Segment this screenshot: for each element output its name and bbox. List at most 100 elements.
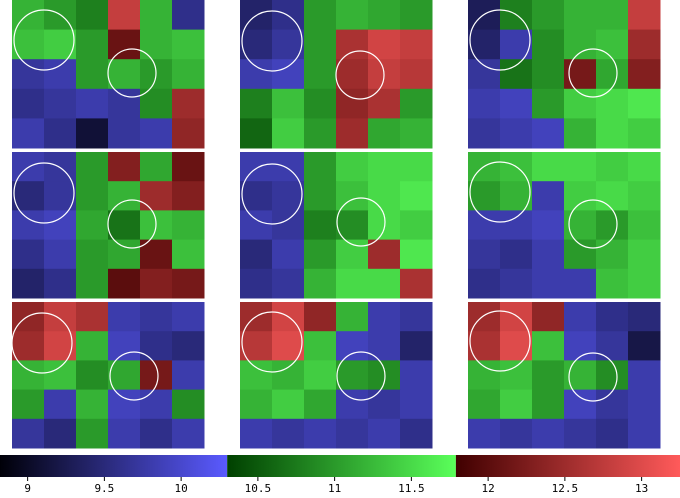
heatmap-cell — [304, 88, 337, 119]
heatmap-cell — [368, 418, 401, 449]
heatmap-cell — [76, 152, 109, 182]
heatmap-cell — [368, 152, 401, 182]
heatmap-cell — [468, 360, 501, 391]
heatmap-cell — [108, 210, 141, 241]
heatmap-cell — [44, 152, 77, 182]
heatmap-cell — [564, 418, 597, 449]
heatmap-cell — [368, 88, 401, 119]
heatmap-cell — [108, 0, 141, 31]
heatmap-cell — [500, 210, 533, 241]
heatmap-cell — [12, 360, 45, 391]
heatmap-cell — [272, 360, 305, 391]
heatmap-cell — [400, 29, 433, 60]
heatmap-cell — [532, 152, 565, 182]
heatmap-cell — [596, 418, 629, 449]
heatmap-cell — [628, 239, 661, 270]
heatmap-cell — [596, 210, 629, 241]
heatmap-cell — [44, 302, 77, 332]
marker-circle — [11, 312, 73, 374]
heatmap-cell — [140, 181, 173, 211]
heatmap-cell — [336, 118, 369, 149]
heatmap-cell — [468, 88, 501, 119]
heatmap-cell — [400, 360, 433, 391]
heatmap-cell — [140, 152, 173, 182]
heatmap-cell — [272, 29, 305, 60]
heatmap-cell — [140, 118, 173, 149]
heatmap-cell — [44, 59, 77, 90]
heatmap-cell — [564, 29, 597, 60]
heatmap-cell — [532, 118, 565, 149]
heatmap-cell — [468, 59, 501, 90]
marker-circle — [241, 163, 303, 225]
heatmap-cell — [172, 389, 205, 420]
heatmap-cell — [336, 29, 369, 60]
heatmap-cell — [468, 118, 501, 149]
heatmap-cell — [240, 331, 273, 361]
panel — [468, 302, 661, 449]
marker-circle — [13, 9, 75, 71]
heatmap-cell — [596, 268, 629, 299]
marker-circle — [469, 161, 531, 223]
heatmap-cell — [368, 331, 401, 361]
heatmap-cell — [468, 418, 501, 449]
heatmap-cell — [500, 418, 533, 449]
heatmap-cell — [304, 302, 337, 332]
heatmap-cell — [532, 418, 565, 449]
heatmap-cell — [44, 389, 77, 420]
heatmap-cell — [172, 152, 205, 182]
heatmap-cell — [172, 239, 205, 270]
heatmap-cell — [76, 268, 109, 299]
heatmap-cell — [240, 59, 273, 90]
heatmap-cell — [76, 59, 109, 90]
heatmap-cell — [468, 29, 501, 60]
heatmap-cell — [400, 88, 433, 119]
heatmap-cell — [628, 88, 661, 119]
heatmap-cell — [172, 302, 205, 332]
heatmap-cell — [500, 389, 533, 420]
heatmap-cell — [304, 118, 337, 149]
marker-circle — [335, 50, 385, 100]
heatmap-cell — [240, 118, 273, 149]
heatmap-cell — [304, 331, 337, 361]
heatmap-cell — [108, 331, 141, 361]
heatmap-cell — [272, 389, 305, 420]
heatmap-cell — [500, 29, 533, 60]
heatmap-cell — [532, 29, 565, 60]
heatmap-cell — [532, 302, 565, 332]
heatmap-cell — [400, 59, 433, 90]
heatmap-cell — [596, 302, 629, 332]
heatmap-cell — [400, 0, 433, 31]
heatmap-cell — [468, 181, 501, 211]
heatmap-cell — [532, 181, 565, 211]
heatmap-cell — [532, 268, 565, 299]
heatmap-cell — [12, 88, 45, 119]
heatmap-cell — [108, 118, 141, 149]
panel — [468, 0, 661, 149]
heatmap-cell — [108, 360, 141, 391]
heatmap-cell — [12, 210, 45, 241]
heatmap-cell — [368, 268, 401, 299]
marker-circle — [336, 197, 386, 247]
heatmap-cell — [272, 418, 305, 449]
colorbar-segment — [227, 455, 456, 477]
heatmap-cell — [336, 268, 369, 299]
heatmap-cell — [368, 0, 401, 31]
heatmap-cell — [500, 118, 533, 149]
heatmap-cell — [108, 59, 141, 90]
heatmap-cell — [628, 152, 661, 182]
heatmap-cell — [12, 239, 45, 270]
heatmap-cell — [172, 331, 205, 361]
heatmap-cell — [628, 118, 661, 149]
heatmap-cell — [564, 0, 597, 31]
heatmap-cell — [272, 59, 305, 90]
heatmap-cell — [304, 268, 337, 299]
heatmap-cell — [368, 239, 401, 270]
heatmap-cell — [272, 239, 305, 270]
colorbar-tick-label: 13 — [635, 482, 648, 495]
heatmap-cell — [368, 181, 401, 211]
heatmap-cell — [400, 118, 433, 149]
heatmap-cell — [336, 360, 369, 391]
heatmap-cell — [240, 210, 273, 241]
heatmap-cell — [12, 418, 45, 449]
marker-circle — [241, 311, 303, 373]
